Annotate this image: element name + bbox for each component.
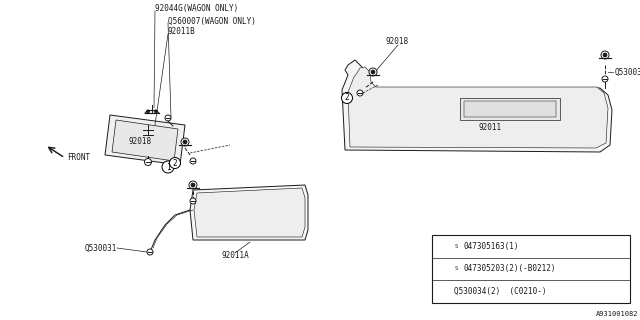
Circle shape [181, 138, 189, 146]
Text: Q530031: Q530031 [615, 68, 640, 76]
Text: FRONT: FRONT [67, 153, 90, 162]
Circle shape [183, 140, 187, 144]
Text: 2: 2 [440, 266, 444, 272]
Circle shape [145, 158, 152, 165]
Circle shape [147, 110, 150, 113]
Circle shape [602, 76, 608, 82]
Text: A931001082: A931001082 [595, 311, 638, 317]
Text: 92011A: 92011A [221, 251, 249, 260]
Circle shape [190, 198, 196, 204]
Polygon shape [342, 60, 612, 152]
Text: 92044G(WAGON ONLY): 92044G(WAGON ONLY) [155, 4, 238, 13]
Text: Q530034(2)  (C0210-): Q530034(2) (C0210-) [454, 287, 547, 296]
Polygon shape [460, 98, 560, 120]
Text: 1: 1 [440, 243, 444, 249]
Text: 047305203(2)(-B0212): 047305203(2)(-B0212) [464, 265, 557, 274]
Polygon shape [112, 120, 178, 161]
Circle shape [191, 183, 195, 187]
Circle shape [451, 263, 461, 275]
Circle shape [357, 90, 363, 96]
Bar [432, 235, 630, 303]
Polygon shape [190, 185, 308, 240]
Text: Q560007(WAGON ONLY): Q560007(WAGON ONLY) [168, 17, 256, 26]
Text: 92011: 92011 [479, 123, 502, 132]
Polygon shape [348, 67, 608, 148]
Circle shape [170, 157, 180, 169]
Polygon shape [194, 188, 305, 237]
Circle shape [601, 51, 609, 59]
Text: 047305163(1): 047305163(1) [464, 242, 520, 251]
Circle shape [603, 53, 607, 57]
Text: Q530031: Q530031 [85, 244, 117, 252]
Text: 1: 1 [166, 163, 170, 172]
Circle shape [436, 286, 447, 297]
Circle shape [342, 92, 353, 103]
Circle shape [371, 70, 375, 74]
Text: S: S [454, 267, 458, 271]
Polygon shape [105, 115, 185, 165]
Text: 2: 2 [173, 158, 177, 167]
Text: 2: 2 [440, 289, 444, 295]
Circle shape [436, 241, 447, 252]
Circle shape [154, 110, 157, 113]
Text: 92011B: 92011B [168, 28, 196, 36]
Text: 2: 2 [345, 93, 349, 102]
Circle shape [189, 181, 197, 189]
Polygon shape [464, 101, 556, 117]
Circle shape [165, 115, 171, 121]
Circle shape [451, 241, 461, 252]
Circle shape [190, 158, 196, 164]
Text: 92018: 92018 [129, 137, 152, 146]
Circle shape [162, 161, 174, 173]
Circle shape [436, 263, 447, 275]
Circle shape [147, 249, 153, 255]
Text: 92018: 92018 [385, 37, 408, 46]
Circle shape [369, 68, 377, 76]
Text: S: S [454, 244, 458, 249]
